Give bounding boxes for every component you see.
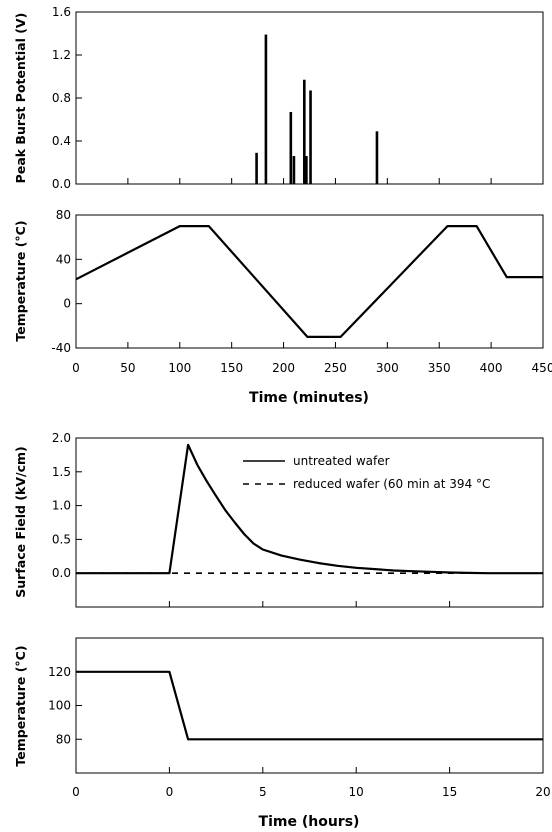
x-tick-label: 50 xyxy=(120,361,135,375)
burst-bar xyxy=(289,111,293,184)
y-ticks-field: 0.0 0.5 1.0 1.5 2.0 xyxy=(52,431,82,580)
y-ticks-burst: 0.0 0.4 0.8 1.2 1.6 xyxy=(52,5,82,191)
plot-frame-field xyxy=(75,437,544,608)
x-tick-label: 200 xyxy=(272,361,295,375)
burst-bar xyxy=(303,79,306,184)
burst-bar xyxy=(375,131,379,184)
y-ticks-temp-hr: 80 100 120 xyxy=(48,665,82,746)
x-tick-label: 350 xyxy=(428,361,451,375)
y-tick-label: 1.6 xyxy=(52,5,71,19)
legend-label-reduced: reduced wafer (60 min at 394 °C xyxy=(293,477,490,491)
y-tick-label: 1.5 xyxy=(52,465,71,479)
x-tick-label: 15 xyxy=(442,785,457,799)
y-axis-label-temp-hr: Temperature (°C) xyxy=(13,645,28,766)
x-ticks-burst xyxy=(75,178,544,184)
y-tick-label: -40 xyxy=(51,341,71,355)
temperature-profile-line xyxy=(75,225,543,338)
y-tick-label: 100 xyxy=(48,699,71,713)
y-tick-label: 1.0 xyxy=(52,499,71,513)
plot-frame-temp-min xyxy=(75,214,544,349)
x-tick-label: 150 xyxy=(220,361,243,375)
x-tick-label: 250 xyxy=(324,361,347,375)
y-tick-label: 80 xyxy=(56,732,71,746)
y-axis-label-field: Surface Field (kV/cm) xyxy=(13,446,28,597)
x-axis-label-hours: Time (hours) xyxy=(259,814,360,830)
x-tick-label: 20 xyxy=(535,785,550,799)
y-ticks-temp-min: -40 0 40 80 xyxy=(51,208,82,355)
x-ticks-temp-hr: 0 0 5 10 15 20 xyxy=(72,767,551,799)
panel-surface-field: 0.0 0.5 1.0 1.5 2.0 untreated wafer reduced … xyxy=(13,431,544,608)
y-tick-label: 80 xyxy=(56,208,71,222)
x-tick-label: 400 xyxy=(480,361,503,375)
burst-bar xyxy=(292,156,296,184)
x-ticks-field xyxy=(75,601,544,607)
x-tick-label: 10 xyxy=(349,785,364,799)
burst-bar xyxy=(255,152,258,184)
y-tick-label: 0.5 xyxy=(52,532,71,546)
x-tick-label: 300 xyxy=(376,361,399,375)
y-axis-label-temp-min: Temperature (°C) xyxy=(13,220,28,341)
x-tick-label: 0 xyxy=(72,361,80,375)
x-ticks-temp-min: 0 50 100 150 200 250 300 350 400 450 xyxy=(72,342,552,375)
y-tick-label: 0.0 xyxy=(52,177,71,191)
y-tick-label: 1.2 xyxy=(52,48,71,62)
x-tick-label: 0 xyxy=(72,785,80,799)
y-tick-label: 120 xyxy=(48,665,71,679)
legend: untreated wafer reduced wafer (60 min at… xyxy=(243,454,490,491)
x-tick-label: 450 xyxy=(532,361,552,375)
burst-bar xyxy=(309,90,312,184)
y-tick-label: 0.0 xyxy=(52,566,71,580)
temperature-hours-line xyxy=(76,670,543,741)
x-tick-label: 5 xyxy=(259,785,267,799)
panel-burst-potential: 0.0 0.4 0.8 1.2 1.6 Peak Burst Potential (V) xyxy=(13,5,544,191)
y-tick-label: 0.8 xyxy=(52,91,71,105)
y-axis-label-burst: Peak Burst Potential (V) xyxy=(13,13,28,184)
legend-label-untreated: untreated wafer xyxy=(293,454,390,468)
x-tick-label: 0 xyxy=(166,785,174,799)
y-tick-label: 0.4 xyxy=(52,134,71,148)
y-tick-label: 2.0 xyxy=(52,431,71,445)
bars-burst xyxy=(255,34,379,185)
panel-temperature-hours: 80 100 120 0 0 5 10 15 20 Temperature (°C) Time… xyxy=(13,637,551,830)
y-tick-label: 0 xyxy=(63,297,71,311)
x-tick-label: 100 xyxy=(168,361,191,375)
plot-frame-temp-hr xyxy=(75,637,544,774)
burst-bar xyxy=(264,34,268,185)
burst-bar xyxy=(305,156,308,184)
x-axis-label-minutes: Time (minutes) xyxy=(249,390,369,406)
y-tick-label: 40 xyxy=(56,252,71,266)
